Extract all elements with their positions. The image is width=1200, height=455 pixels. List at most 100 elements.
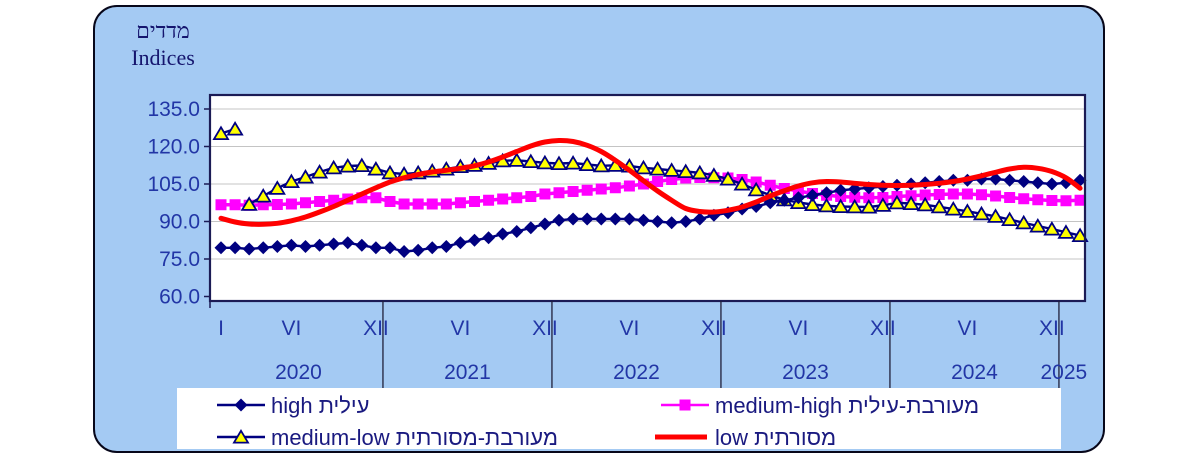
- marker-diamond: [524, 221, 538, 235]
- marker-diamond: [439, 240, 453, 253]
- marker-square: [271, 199, 283, 210]
- marker-square: [567, 186, 579, 197]
- marker-diamond: [820, 186, 834, 200]
- marker-square: [849, 191, 861, 203]
- marker-triangle: [958, 203, 976, 218]
- marker-diamond: [1045, 177, 1059, 191]
- marker-square: [1074, 194, 1086, 206]
- marker-diamond: [234, 398, 248, 412]
- marker-diamond: [580, 212, 594, 226]
- marker-square: [666, 174, 678, 185]
- chart-title-english: Indices: [131, 45, 195, 70]
- marker-triangle: [986, 208, 1005, 223]
- marker-diamond: [679, 215, 693, 228]
- year-label: 2022: [613, 361, 660, 384]
- marker-triangle: [1029, 218, 1047, 233]
- marker-square: [440, 198, 452, 210]
- series-line-smooth: [218, 137, 1083, 227]
- year-label: 2024: [951, 361, 998, 384]
- marker-square: [581, 184, 593, 196]
- marker-square: [961, 188, 973, 200]
- y-tick-label: 90.0: [159, 211, 200, 234]
- marker-diamond: [608, 212, 622, 226]
- marker-diamond: [777, 193, 791, 207]
- marker-square: [257, 199, 269, 211]
- legend-label: low מסורתית: [715, 425, 836, 450]
- marker-triangle: [325, 159, 343, 175]
- marker-triangle: [353, 157, 371, 172]
- marker-triangle: [578, 156, 596, 171]
- marker-diamond: [566, 212, 580, 226]
- marker-triangle: [1015, 214, 1033, 230]
- marker-triangle: [367, 161, 385, 176]
- marker-diamond: [425, 241, 439, 255]
- marker-triangle: [916, 196, 934, 212]
- marker-diamond: [256, 241, 270, 255]
- x-tick-label: I: [218, 317, 224, 340]
- marker-diamond: [1003, 173, 1017, 187]
- marker-diamond: [594, 212, 608, 226]
- legend-label: high עילית: [271, 393, 369, 418]
- marker-diamond: [496, 227, 510, 241]
- marker-triangle: [282, 173, 300, 188]
- marker-square: [1018, 193, 1030, 205]
- marker-triangle: [254, 188, 272, 203]
- marker-triangle: [733, 176, 751, 191]
- marker-triangle: [508, 152, 526, 167]
- marker-triangle: [803, 196, 822, 211]
- marker-square: [299, 197, 311, 209]
- marker-square: [539, 188, 551, 200]
- year-label: 2020: [275, 361, 322, 384]
- marker-square: [1046, 195, 1058, 206]
- marker-triangle: [747, 181, 765, 197]
- marker-square: [314, 196, 326, 207]
- marker-square: [412, 198, 424, 210]
- x-tick-label: XII: [870, 317, 896, 340]
- marker-square: [1004, 192, 1016, 203]
- marker-diamond: [313, 238, 327, 252]
- legend-label: medium-low מעורבת-מסורתית: [271, 425, 558, 450]
- marker-square: [1060, 195, 1072, 207]
- y-tick-label: 120.0: [147, 136, 200, 159]
- marker-diamond: [482, 231, 496, 245]
- marker-triangle: [339, 158, 357, 173]
- marker-triangle: [381, 164, 399, 180]
- marker-triangle: [296, 169, 315, 184]
- marker-diamond: [693, 212, 707, 226]
- marker-triangle: [705, 167, 723, 182]
- marker-diamond: [397, 245, 411, 258]
- marker-square: [679, 399, 691, 411]
- marker-diamond: [538, 217, 552, 231]
- marker-triangle: [930, 198, 948, 214]
- marker-triangle: [226, 121, 244, 136]
- marker-triangle: [268, 180, 286, 195]
- marker-triangle: [691, 164, 709, 180]
- chart-card: מדדים Indices 60.0 75.0 90.0 105.0 120.0 135.…: [93, 5, 1105, 453]
- y-tick-label: 75.0: [159, 248, 200, 271]
- marker-triangle: [874, 197, 892, 212]
- marker-diamond: [1031, 176, 1045, 190]
- marker-triangle: [860, 199, 878, 214]
- marker-triangle: [832, 198, 850, 213]
- marker-square: [623, 180, 635, 192]
- marker-diamond: [270, 240, 284, 253]
- x-tick-label: VI: [619, 317, 639, 340]
- marker-diamond: [327, 237, 341, 251]
- marker-diamond: [467, 233, 481, 247]
- marker-diamond: [636, 213, 650, 227]
- marker-square: [328, 194, 340, 206]
- marker-triangle: [648, 161, 667, 176]
- marker-diamond: [383, 241, 397, 255]
- marker-square: [483, 194, 495, 206]
- marker-diamond: [651, 215, 665, 228]
- marker-triangle: [972, 205, 991, 221]
- marker-diamond: [510, 225, 524, 238]
- marker-square: [454, 197, 466, 209]
- marker-square: [525, 191, 537, 202]
- marker-triangle: [550, 155, 568, 170]
- marker-diamond: [453, 236, 467, 250]
- marker-triangle: [232, 429, 250, 444]
- x-tick-label: XII: [701, 317, 727, 340]
- marker-square: [426, 198, 438, 210]
